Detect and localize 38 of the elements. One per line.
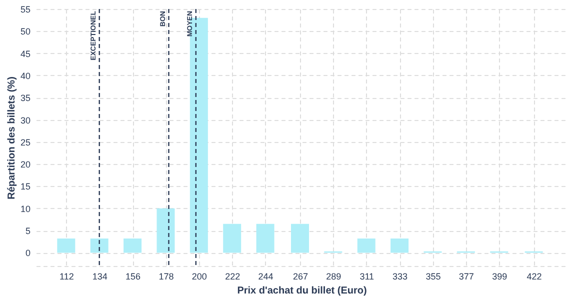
x-tick-label: 289 — [326, 272, 342, 282]
x-tick-label: 134 — [92, 272, 108, 282]
bar — [357, 238, 376, 253]
bar — [90, 238, 108, 253]
x-tick-label: 178 — [158, 272, 174, 282]
x-tick-label: 156 — [126, 272, 141, 282]
bar — [390, 238, 409, 253]
y-axis-title: Répartition des billets (%) — [6, 76, 18, 200]
x-tick-label: 244 — [258, 272, 274, 282]
y-tick-label: 35 — [20, 93, 30, 104]
x-tick-label: 355 — [426, 272, 441, 282]
bar — [290, 224, 309, 253]
bar — [156, 208, 175, 253]
x-tick-label: 200 — [192, 272, 207, 282]
x-tick-label: 377 — [458, 272, 474, 282]
x-tick-label: 311 — [360, 272, 374, 282]
y-tick-label: 50 — [20, 26, 30, 37]
y-tick-label: 10 — [20, 204, 30, 214]
y-tick-label: 40 — [20, 70, 30, 81]
y-tick-label: 25 — [20, 137, 30, 148]
y-tick-label: 55 — [20, 4, 30, 14]
bar — [124, 238, 142, 253]
x-tick-label: 399 — [492, 272, 508, 282]
bar — [223, 224, 242, 253]
y-tick-label: 45 — [20, 48, 30, 59]
bar — [57, 238, 76, 253]
y-tick-label: 15 — [20, 182, 30, 192]
x-tick-label: 267 — [292, 272, 308, 282]
y-tick-label: 5 — [25, 226, 30, 236]
bar — [256, 224, 274, 253]
y-tick-label: 30 — [20, 115, 30, 126]
x-axis-title: Prix d'achat du billet (Euro) — [237, 286, 367, 296]
x-tick-label: 333 — [392, 272, 408, 282]
x-tick-label: 112 — [59, 272, 74, 282]
y-tick-label: 20 — [20, 160, 30, 170]
x-tick-label: 222 — [225, 272, 240, 282]
y-tick-label: 0 — [25, 248, 30, 258]
x-tick-label: 422 — [526, 272, 542, 282]
